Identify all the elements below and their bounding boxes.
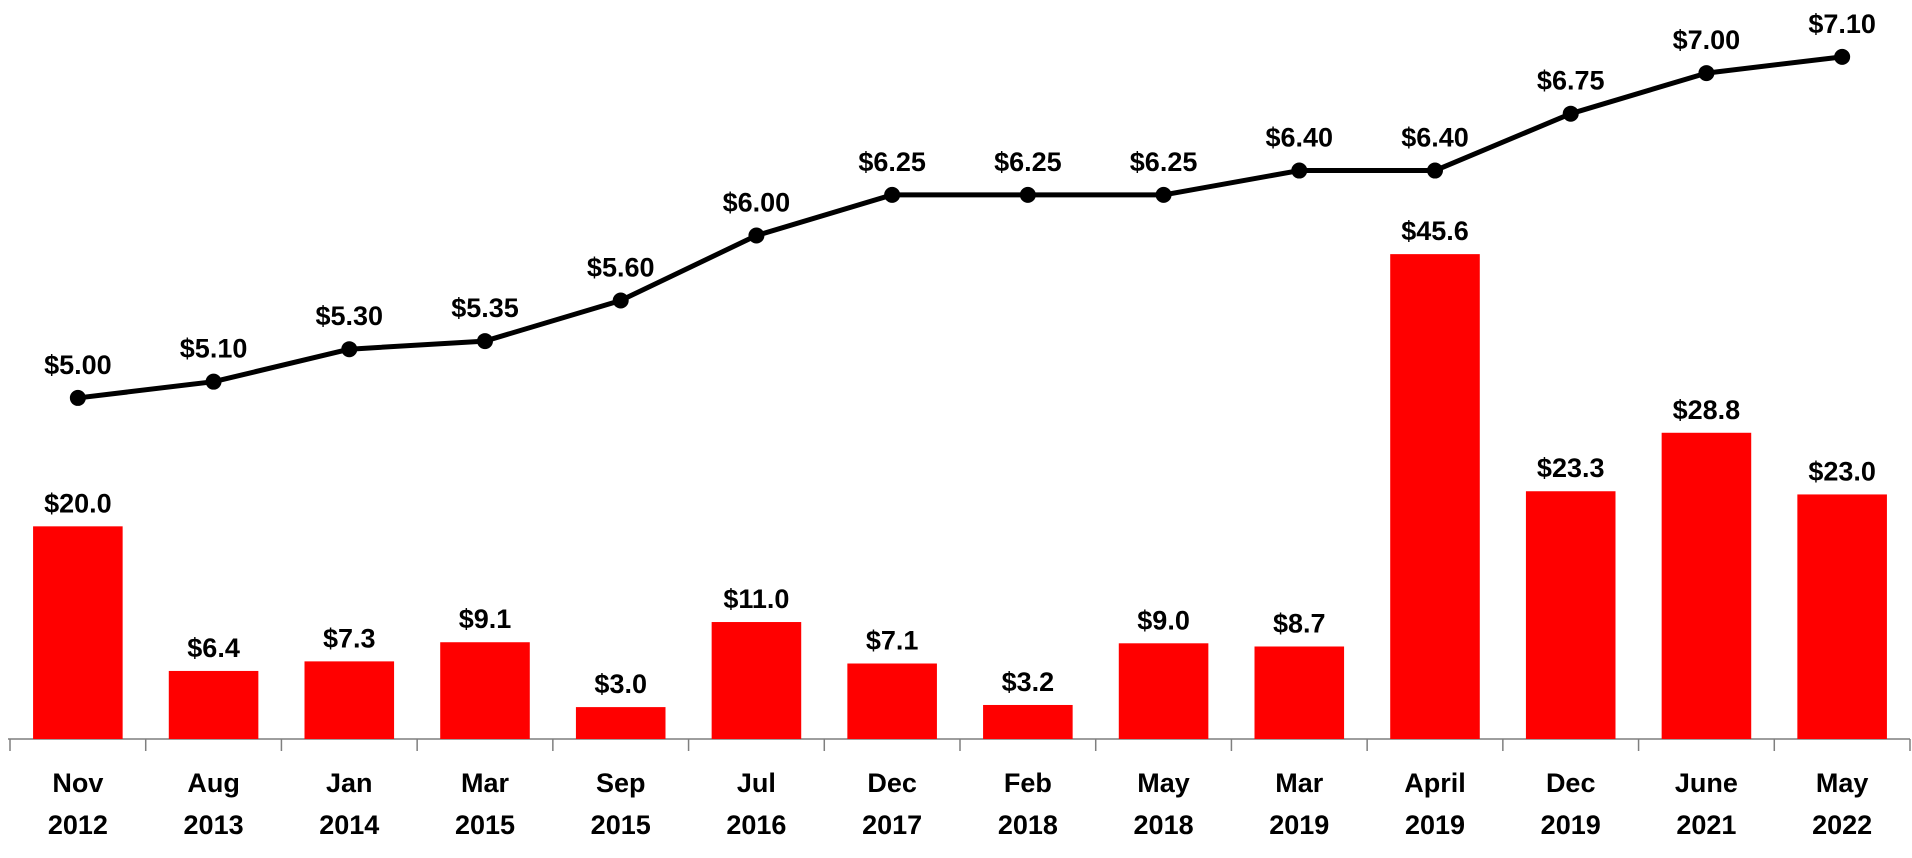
bar-value-label: $7.3 xyxy=(323,623,376,653)
line-value-label: $6.40 xyxy=(1265,123,1333,153)
x-tick-label: Dec 2019 xyxy=(1541,768,1601,840)
line-point xyxy=(1155,186,1172,203)
line-value-label: $5.10 xyxy=(180,334,248,364)
bar xyxy=(847,663,937,739)
bar-value-label: $3.0 xyxy=(594,669,647,699)
line-point xyxy=(477,333,493,350)
line xyxy=(77,54,1843,401)
line-value-label: $5.60 xyxy=(587,252,655,282)
bar-value-label: $23.0 xyxy=(1808,456,1876,486)
bar-value-label: $7.1 xyxy=(866,626,919,656)
line-point xyxy=(1562,105,1579,122)
line-point xyxy=(205,373,222,390)
line-point xyxy=(1698,65,1715,82)
bar-value-label: $20.0 xyxy=(44,488,112,518)
x-tick-label: Aug 2013 xyxy=(184,768,244,840)
line-point xyxy=(69,389,86,406)
x-tick-label: Sep 2015 xyxy=(591,768,651,840)
bar-value-label: $11.0 xyxy=(723,584,789,614)
x-tick-label: April 2019 xyxy=(1404,768,1466,840)
x-tick-label: Nov 2012 xyxy=(48,768,108,840)
line-point xyxy=(748,227,765,244)
line-value-label: $7.10 xyxy=(1808,9,1876,39)
line-value-label: $5.35 xyxy=(451,293,519,323)
line-point xyxy=(1291,162,1308,179)
bar xyxy=(168,670,259,739)
bar xyxy=(711,622,802,739)
x-tick-label: June 2021 xyxy=(1675,768,1738,840)
line-value-label: $6.00 xyxy=(723,188,791,218)
bar xyxy=(1118,643,1209,739)
line-point xyxy=(341,341,358,358)
line-value-label: $7.00 xyxy=(1673,25,1741,55)
line-point xyxy=(1427,162,1443,179)
bar-value-label: $45.6 xyxy=(1401,216,1469,246)
bar xyxy=(1661,432,1752,739)
bar-value-label: $23.3 xyxy=(1537,453,1605,483)
x-tick-label: Dec 2017 xyxy=(862,768,922,840)
line-value-label: $6.25 xyxy=(994,147,1062,177)
bar xyxy=(1797,494,1887,739)
x-tick-label: Jan 2014 xyxy=(319,768,379,840)
x-tick-label: May 2018 xyxy=(1134,768,1194,840)
bar xyxy=(33,526,123,739)
bar-value-label: $9.0 xyxy=(1137,605,1190,635)
x-tick-label: Mar 2019 xyxy=(1269,768,1329,840)
bar xyxy=(1254,646,1345,739)
bar xyxy=(1525,491,1616,739)
line-point xyxy=(612,292,629,309)
bar xyxy=(304,661,395,739)
line-point xyxy=(884,186,901,203)
line-value-label: $5.30 xyxy=(315,301,383,331)
bar xyxy=(440,642,530,739)
x-tick-label: Feb 2018 xyxy=(998,768,1058,840)
line-point xyxy=(1019,186,1036,203)
bar-value-label: $8.7 xyxy=(1273,608,1326,638)
line-value-label: $6.25 xyxy=(1130,147,1198,177)
bar-value-label: $6.4 xyxy=(187,633,240,663)
x-tick-label: May 2022 xyxy=(1812,768,1872,840)
bar-value-label: $28.8 xyxy=(1673,395,1741,425)
line-value-label: $6.40 xyxy=(1401,123,1469,153)
line-value-label: $6.75 xyxy=(1537,66,1605,96)
bar xyxy=(1390,254,1480,740)
bar xyxy=(983,704,1073,739)
line-value-label: $6.25 xyxy=(858,147,926,177)
bar xyxy=(575,707,666,739)
bar-value-label: $3.2 xyxy=(1002,667,1055,697)
x-tick-label: Jul 2016 xyxy=(726,768,786,840)
bar-value-label: $9.1 xyxy=(459,604,512,634)
x-tick-label: Mar 2015 xyxy=(455,768,515,840)
line-value-label: $5.00 xyxy=(44,350,112,380)
line-point xyxy=(1834,48,1851,65)
